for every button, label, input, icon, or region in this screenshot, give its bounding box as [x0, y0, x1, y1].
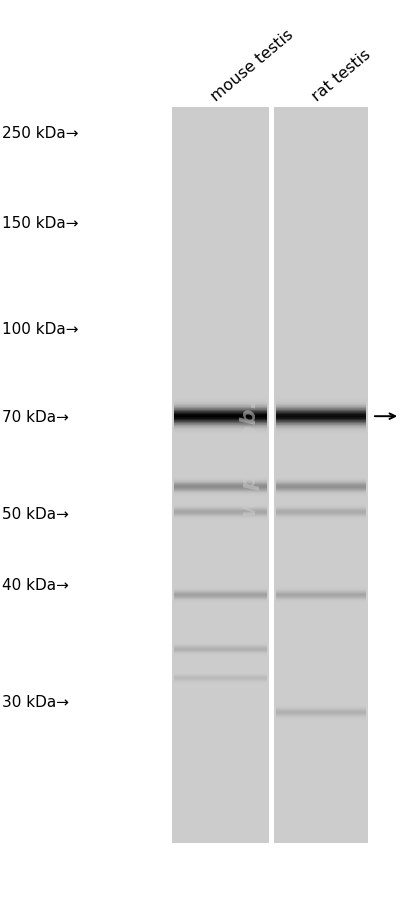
Bar: [274, 108, 368, 843]
Text: 70 kDa→: 70 kDa→: [2, 410, 69, 424]
Text: 150 kDa→: 150 kDa→: [2, 216, 78, 231]
Bar: [172, 108, 269, 843]
Text: 40 kDa→: 40 kDa→: [2, 577, 69, 592]
Text: 30 kDa→: 30 kDa→: [2, 695, 69, 709]
Text: 250 kDa→: 250 kDa→: [2, 126, 78, 141]
Text: www.ptglab.com: www.ptglab.com: [238, 346, 258, 556]
Text: mouse testis: mouse testis: [208, 26, 296, 104]
Text: 100 kDa→: 100 kDa→: [2, 322, 78, 336]
Text: 50 kDa→: 50 kDa→: [2, 507, 69, 521]
Bar: [269, 108, 274, 843]
Text: rat testis: rat testis: [309, 46, 374, 104]
